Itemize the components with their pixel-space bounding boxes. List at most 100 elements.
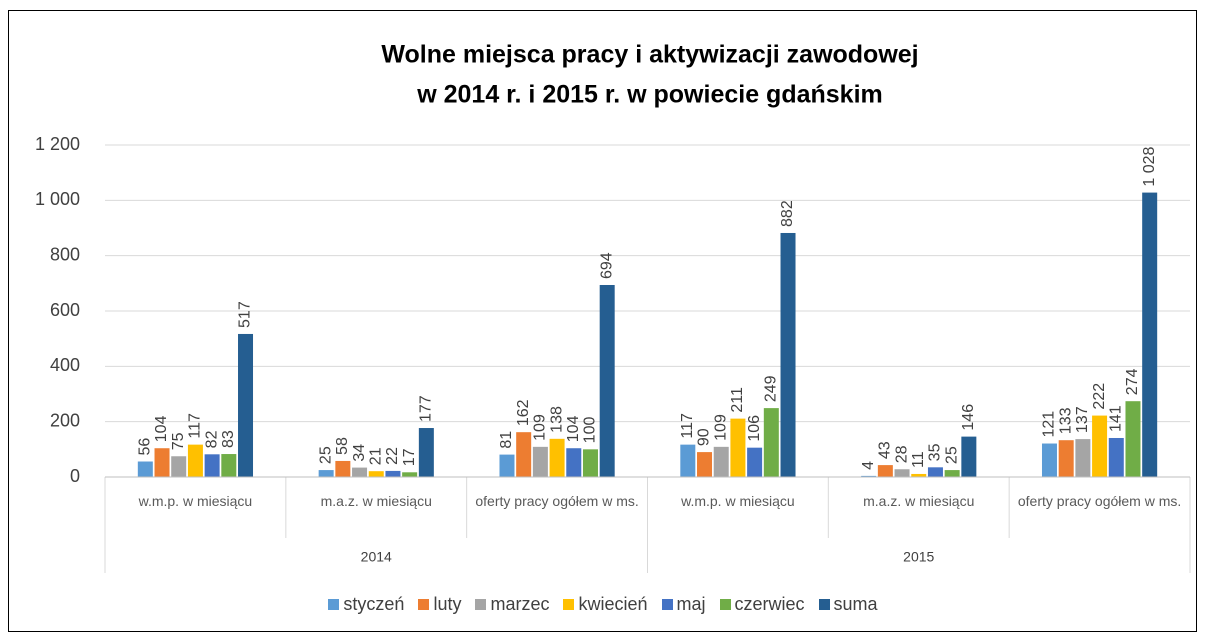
legend-label: marzec [490,594,550,614]
data-label: 1 028 [1141,146,1158,186]
data-label: 109 [532,414,549,441]
legend-swatch [328,599,340,610]
data-label: 82 [203,430,220,448]
bar [911,473,927,477]
data-label: 90 [696,428,713,446]
data-label: 75 [170,432,187,450]
bar [352,467,368,477]
legend-label: kwiecień [578,594,648,614]
data-label: 109 [712,414,729,441]
bar [599,284,615,477]
bar [582,449,598,477]
bar [1041,443,1057,477]
data-label: 17 [401,448,418,466]
y-tick-label: 0 [70,466,80,486]
data-label: 25 [943,446,960,464]
bar [747,447,763,477]
bar [171,456,187,477]
bar [418,428,434,477]
legend-item: marzec [475,594,549,615]
legend-item: kwiecień [563,594,648,615]
data-label: 137 [1074,406,1091,433]
data-label: 274 [1124,368,1141,395]
data-label: 21 [367,447,384,465]
bar [780,232,796,477]
x-tick-label: oferty pracy ogółem w ms. [475,493,639,509]
legend-item: styczeń [328,594,404,615]
bar [944,470,960,477]
bar [549,438,565,477]
bar [1075,439,1091,477]
y-tick-label: 200 [50,410,80,430]
legend-item: maj [661,594,706,615]
legend-label: suma [833,594,878,614]
data-label: 25 [317,446,334,464]
bar [680,444,696,477]
bar [730,418,746,477]
data-label: 56 [137,438,154,456]
legend: styczeń luty marzec kwiecień maj czerwiec suma [0,594,1206,615]
data-label: 222 [1091,383,1108,410]
bar [532,446,548,477]
bar [385,470,401,477]
x-tick-label: w.m.p. w miesiącu [681,493,795,509]
bar [137,461,153,477]
legend-item: czerwiec [719,594,805,615]
legend-label: maj [676,594,706,614]
y-tick-label: 1 000 [35,189,80,209]
legend-swatch [719,599,731,610]
bar [961,436,977,477]
bar [1108,437,1124,477]
x-tick-label: m.a.z. w miesiącu [320,493,432,509]
legend-label: styczeń [343,594,405,614]
data-label: 100 [582,417,599,444]
y-tick-label: 400 [50,355,80,375]
bar [1058,440,1074,477]
legend-swatch [818,599,830,610]
bar [499,454,515,477]
bar [927,467,943,477]
x-tick-label: w.m.p. w miesiącu [138,493,253,509]
bar [1092,415,1108,477]
bar [763,408,779,477]
data-label: 104 [565,415,582,442]
x-tick-label: oferty pracy ogółem w ms. [1017,493,1182,509]
data-label: 146 [960,404,977,431]
legend-swatch [418,599,430,610]
group-label: 2015 [903,549,934,565]
bar [154,448,170,477]
data-label: 138 [548,406,565,433]
data-label: 28 [893,445,910,463]
bar [1142,192,1158,477]
data-label: 133 [1057,407,1074,434]
bar [697,452,713,477]
bar [318,470,334,477]
x-tick-label: m.a.z. w miesiącu [863,493,975,509]
legend-swatch [475,599,487,610]
chart-title: w 2014 r. i 2015 r. w powiecie gdańskim [416,81,883,109]
y-tick-label: 1 200 [35,134,80,154]
bar [368,471,384,477]
y-tick-label: 800 [50,244,80,264]
data-label: 141 [1108,405,1125,432]
bar [238,333,254,477]
y-tick-label: 600 [50,300,80,320]
data-label: 162 [515,399,532,426]
data-label: 22 [384,447,401,465]
data-label: 35 [927,443,944,461]
chart-title: Wolne miejsca pracy i aktywizacji zawodo… [381,41,918,69]
bar [402,472,418,477]
legend-item: luty [418,594,461,615]
bar [566,448,582,477]
data-label: 117 [187,413,204,439]
data-label: 211 [729,387,746,413]
data-label: 694 [598,252,615,279]
data-label: 4 [860,461,877,470]
legend-swatch [661,599,673,610]
bar [713,446,729,477]
legend-item: suma [818,594,878,615]
bar [187,444,203,477]
data-label: 177 [418,395,435,422]
